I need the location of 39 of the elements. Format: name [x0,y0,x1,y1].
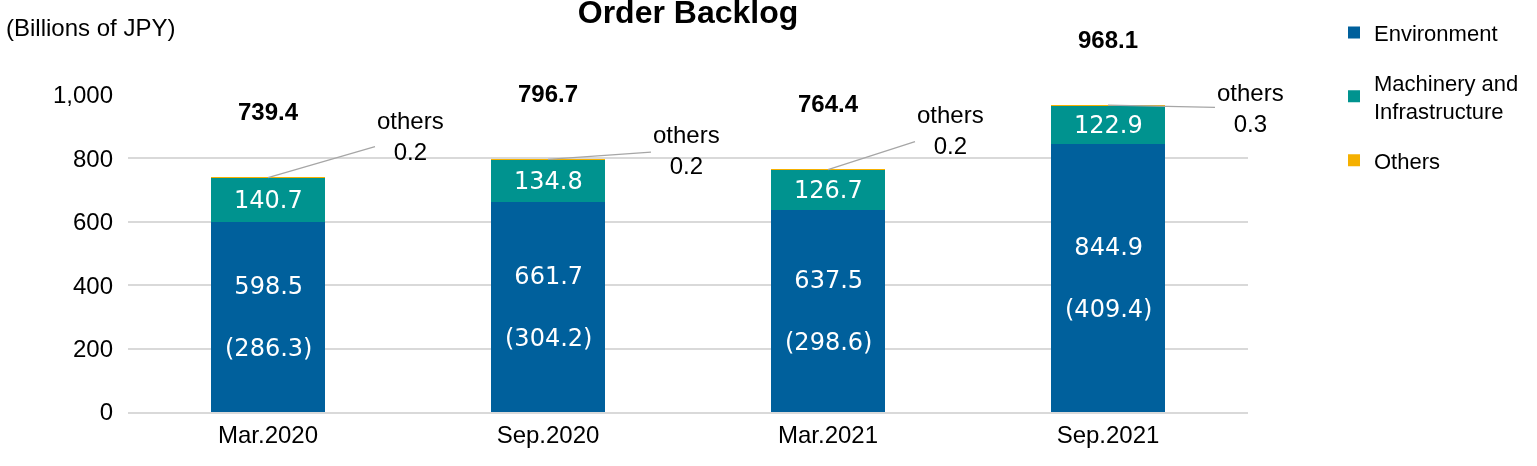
bar [1050,144,1166,412]
x-tick-label: Mar.2021 [777,420,879,448]
x-tick-label: Sep.2021 [1056,420,1160,448]
bar [770,209,886,412]
text: 844.9 (409.4) [1065,233,1153,324]
x-tick-label: Sep.2020 [496,420,600,448]
data-label: 134.8 [514,167,583,195]
data-label: 122.9 [1074,111,1143,139]
bar [210,222,326,412]
y-tick-label: 1,000 [52,81,113,109]
text: 637.5 (298.6) [785,266,873,357]
y-tick-label: 600 [72,208,113,236]
x-tick-label: Mar.2020 [217,420,319,448]
annotation: others 0.3 [1217,79,1284,138]
total-label: 968.1 [1078,26,1139,53]
annotation: others 0.2 [377,107,444,166]
y-axis-title: (Billions of JPY) [6,14,176,41]
bar [1050,105,1166,145]
text: 598.5 (286.3) [225,272,313,363]
data-label: 126.7 [794,176,863,204]
y-tick-label: 400 [72,271,113,299]
bar [210,177,326,223]
legend-label: Environment [1374,20,1498,46]
total-label: 739.4 [238,98,299,125]
total-label: 764.4 [798,90,859,117]
chart-title: Order Backlog [577,0,799,31]
y-tick-label: 800 [72,144,113,172]
legend-label: Machinery and Infrastructure [1374,70,1519,125]
bar [490,159,606,203]
bar [770,169,886,210]
data-label: 140.7 [234,186,303,214]
y-tick-label: 0 [99,398,113,426]
annotation: others 0.2 [653,121,720,180]
legend-label: Others [1374,148,1441,174]
annotation: others 0.2 [917,101,984,160]
y-tick-label: 200 [72,335,113,362]
bar [490,202,606,412]
total-label: 796.7 [518,80,579,107]
text: 661.7 (304.2) [505,262,593,353]
